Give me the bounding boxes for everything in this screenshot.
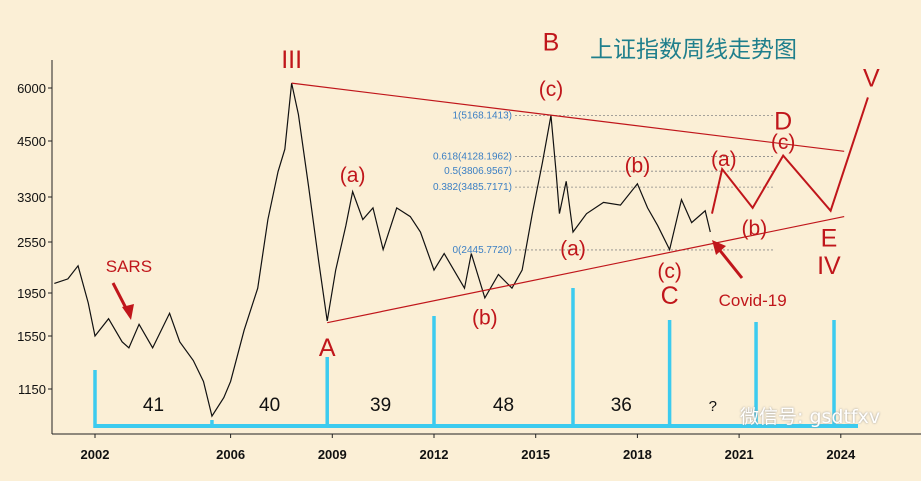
y-tick-label: 1550 xyxy=(17,329,46,344)
wave-label: A xyxy=(319,334,336,362)
wave-label: (b) xyxy=(742,217,768,240)
x-tick-label: 2002 xyxy=(81,447,110,462)
wave-label: E xyxy=(821,225,838,253)
y-tick-label: 6000 xyxy=(17,81,46,96)
fib-level-label: 1(5168.1413) xyxy=(453,110,513,121)
y-tick-label: 1950 xyxy=(17,286,46,301)
wave-label: (a) xyxy=(711,148,737,171)
wave-label: (c) xyxy=(539,78,564,101)
wave-label: (c) xyxy=(771,131,796,154)
wave-label: (c) xyxy=(657,260,682,283)
wave-label: C xyxy=(661,282,679,310)
annotation-covid-19: Covid-19 xyxy=(719,291,787,310)
fib-level-label: 0(2445.7720) xyxy=(453,245,513,256)
trendline xyxy=(291,82,845,152)
wave-label: III xyxy=(281,46,302,74)
cycle-count: 39 xyxy=(370,395,391,416)
x-tick-label: 2006 xyxy=(216,447,245,462)
x-tick-label: 2015 xyxy=(521,447,550,462)
wave-label: IV xyxy=(817,252,841,280)
watermark: 微信号: gsdtfxv xyxy=(740,406,881,428)
wave-label: V xyxy=(863,64,880,92)
x-tick-label: 2018 xyxy=(623,447,652,462)
cycle-count: 40 xyxy=(259,395,280,416)
annotation-sars: SARS xyxy=(106,257,152,276)
wave-label: (a) xyxy=(560,237,586,260)
fib-level-label: 0.618(4128.1962) xyxy=(433,152,512,163)
x-tick-label: 2012 xyxy=(420,447,449,462)
x-tick-label: 2021 xyxy=(725,447,754,462)
fib-level-label: 0.5(3806.9567) xyxy=(444,166,512,177)
x-tick-label: 2024 xyxy=(826,447,856,462)
wave-label: D xyxy=(774,108,792,136)
sars-arrowhead xyxy=(122,304,134,320)
trendline xyxy=(327,215,845,324)
cycle-count: 41 xyxy=(143,395,164,416)
cycle-count: 48 xyxy=(493,395,514,416)
projection-path xyxy=(711,97,869,214)
fib-level-label: 0.382(3485.7171) xyxy=(433,182,512,193)
cycle-count: 36 xyxy=(611,395,632,416)
y-tick-label: 2550 xyxy=(17,235,46,250)
covid-arrowhead xyxy=(712,240,726,255)
covid-arrow xyxy=(716,247,744,279)
cycle-count: ? xyxy=(709,398,717,415)
wave-label: B xyxy=(543,29,560,57)
wave-label: (a) xyxy=(340,164,366,187)
price-line xyxy=(54,83,711,418)
y-tick-label: 4500 xyxy=(17,134,46,149)
y-tick-label: 3300 xyxy=(17,190,46,205)
wave-label: (b) xyxy=(625,155,651,178)
chart-title: 上证指数周线走势图 xyxy=(590,37,797,63)
wave-label: (b) xyxy=(472,307,498,330)
y-tick-label: 1150 xyxy=(18,382,46,397)
x-tick-label: 2009 xyxy=(318,447,347,462)
